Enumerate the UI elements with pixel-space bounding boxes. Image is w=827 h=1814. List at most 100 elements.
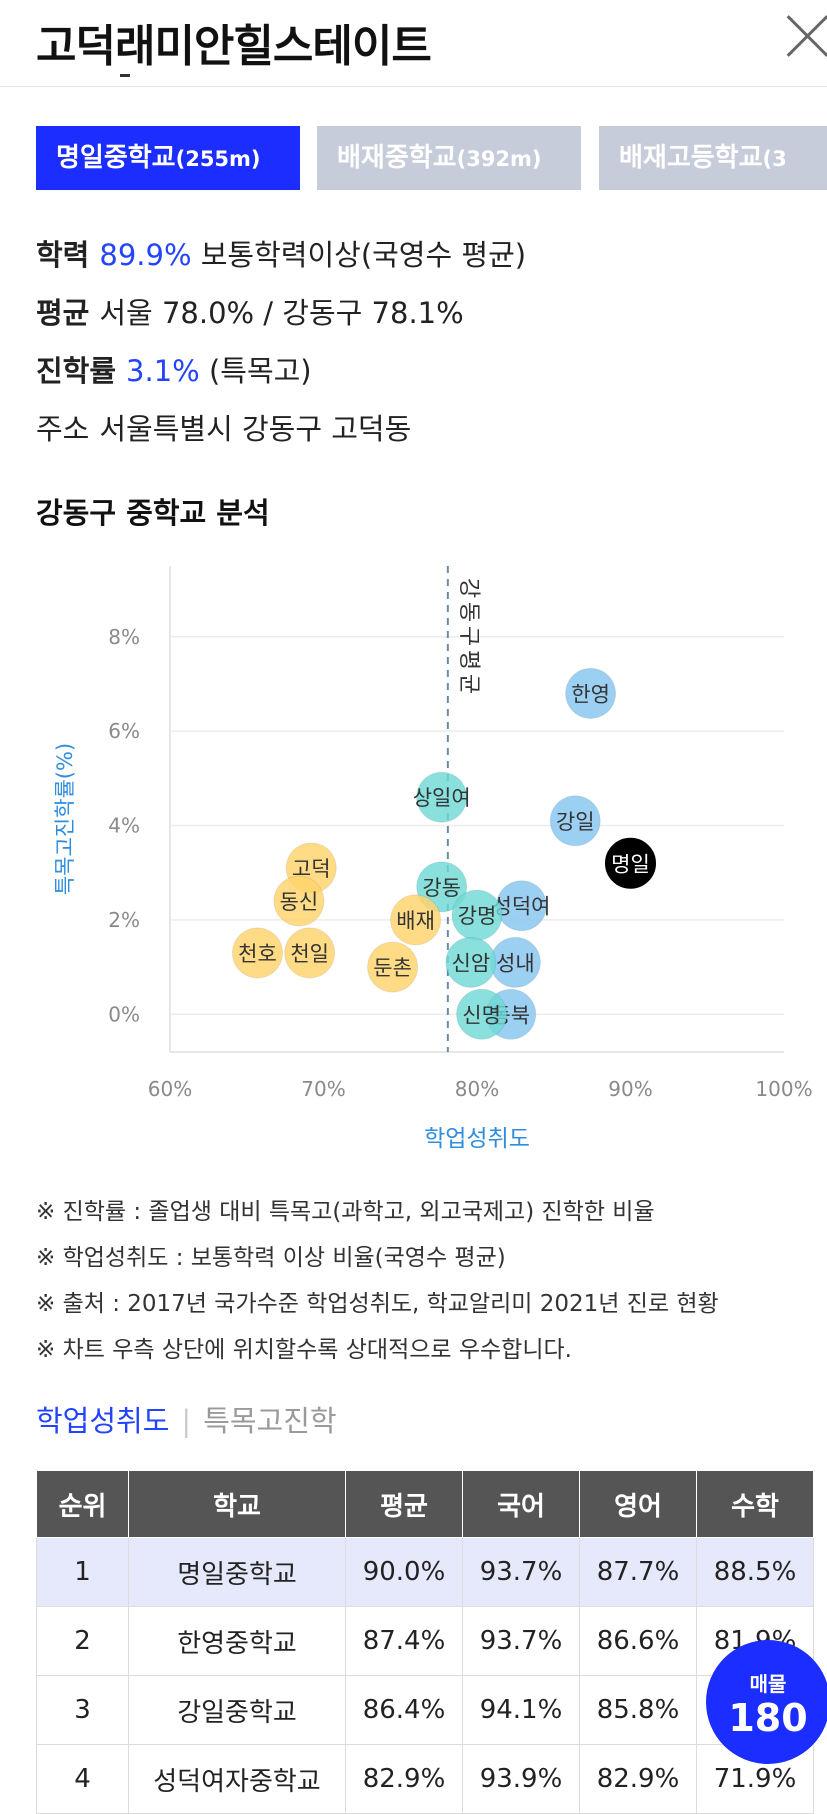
- x-tick-label: 100%: [755, 1077, 812, 1101]
- ranking-tabs: 학업성취도 | 특목고진학: [36, 1398, 337, 1440]
- divider: [120, 74, 130, 77]
- col-header-rank: 순위: [36, 1470, 129, 1538]
- note-achievement: ※ 학업성취도 : 보통학력 이상 비율(국영수 평균): [36, 1245, 506, 1271]
- fab-label: 매물: [749, 1672, 787, 1696]
- x-tick-label: 90%: [608, 1077, 652, 1101]
- data-point-label: 신명: [462, 1003, 501, 1027]
- data-point-label: 배재: [396, 909, 435, 933]
- cell-english: 85.8%: [579, 1675, 697, 1745]
- cell-average: 86.4%: [345, 1675, 463, 1745]
- data-point: [367, 941, 419, 993]
- ranking-table: 순위 학교 평균 국어 영어 수학 1 명일중학교 90.0% 93.7% 87…: [36, 1470, 814, 1814]
- tab-school-name: 명일중학교: [56, 143, 176, 173]
- cell-korean: 93.7%: [462, 1537, 580, 1607]
- y-tick-label: 6%: [108, 719, 140, 743]
- table-row[interactable]: 2 한영중학교 87.4% 93.7% 86.6% 81.9%: [36, 1606, 814, 1676]
- academic-suffix: 보통학력이상(국영수 평균): [200, 238, 527, 272]
- col-header-school: 학교: [128, 1470, 346, 1538]
- data-point: [605, 837, 656, 889]
- tab-separator: |: [181, 1404, 192, 1438]
- close-icon[interactable]: [786, 14, 827, 58]
- tab-school-2[interactable]: 배재중학교(392m): [317, 126, 581, 190]
- info-academic: 학력 89.9% 보통학력이상(국영수 평균): [36, 232, 526, 274]
- y-axis-label: 특목고진학률(%): [53, 743, 77, 895]
- tab-school-name: 배재고등학교: [619, 143, 763, 173]
- y-tick-label: 4%: [108, 814, 140, 838]
- cell-math: 88.5%: [696, 1537, 814, 1607]
- info-label: 학력: [36, 238, 90, 272]
- note-interpretation: ※ 차트 우측 상단에 위치할수록 상대적으로 우수합니다.: [36, 1337, 572, 1363]
- data-point-label: 명일: [611, 852, 650, 876]
- data-point: [231, 927, 283, 979]
- tab-school-distance: (3: [762, 147, 787, 171]
- cell-rank: 2: [36, 1606, 129, 1676]
- reference-line-label: 구: [456, 626, 481, 646]
- data-point-label: 상일여: [413, 786, 471, 810]
- cell-school: 성덕여자중학교: [128, 1744, 346, 1814]
- reference-line-label: 동: [456, 602, 481, 622]
- y-tick-label: 2%: [108, 908, 140, 932]
- data-point: [565, 667, 617, 719]
- info-label: 평균: [36, 296, 90, 330]
- note-source: ※ 출처 : 2017년 국가수준 학업성취도, 학교알리미 2021년 진로 …: [36, 1291, 719, 1317]
- data-point-label: 성덕여: [493, 895, 551, 919]
- data-point-label: 동신: [280, 890, 319, 914]
- fab-count: 180: [728, 1696, 808, 1740]
- info-average: 평균 서울 78.0% / 강동구 78.1%: [36, 290, 464, 332]
- data-point-label: 신암: [452, 951, 491, 975]
- x-tick-label: 70%: [301, 1077, 345, 1101]
- data-point: [445, 936, 497, 988]
- cell-average: 87.4%: [345, 1606, 463, 1676]
- cell-school: 한영중학교: [128, 1606, 346, 1676]
- tab-special-school[interactable]: 특목고진학: [203, 1404, 337, 1438]
- cell-english: 82.9%: [579, 1744, 697, 1814]
- cell-korean: 93.9%: [462, 1744, 580, 1814]
- school-tabs: 명일중학교(255m) 배재중학교(392m) 배재고등학교(3: [36, 126, 827, 190]
- data-point-label: 성내: [496, 951, 535, 975]
- tab-school-distance: (392m): [456, 147, 542, 171]
- cell-average: 82.9%: [345, 1744, 463, 1814]
- data-point: [390, 894, 442, 946]
- cell-english: 87.7%: [579, 1537, 697, 1607]
- advancement-suffix: (특목고): [208, 354, 312, 388]
- average-text: 서울 78.0% / 강동구 78.1%: [99, 296, 464, 330]
- info-label: 주소: [36, 412, 90, 446]
- data-point-label: 강동: [422, 876, 461, 900]
- data-point-label: 천호: [238, 942, 277, 966]
- table-row[interactable]: 4 성덕여자중학교 82.9% 93.9% 82.9% 71.9%: [36, 1744, 814, 1814]
- address-text: 서울특별시 강동구 고덕동: [99, 412, 412, 446]
- info-advancement: 진학률 3.1% (특목고): [36, 348, 312, 390]
- tab-school-1[interactable]: 명일중학교(255m): [36, 126, 300, 190]
- table-header-row: 순위 학교 평균 국어 영어 수학: [36, 1470, 814, 1538]
- data-point: [549, 795, 601, 847]
- cell-school: 강일중학교: [128, 1675, 346, 1745]
- tab-school-3[interactable]: 배재고등학교(3: [599, 126, 827, 190]
- page-title: 고덕래미안힐스테이트: [36, 21, 432, 72]
- cell-korean: 94.1%: [462, 1675, 580, 1745]
- header: 고덕래미안힐스테이트: [0, 0, 827, 87]
- table-row[interactable]: 1 명일중학교 90.0% 93.7% 87.7% 88.5%: [36, 1537, 814, 1607]
- data-point: [456, 988, 508, 1040]
- x-axis-label: 학업성취도: [424, 1126, 530, 1152]
- academic-value: 89.9%: [99, 238, 192, 272]
- tab-school-distance: (255m): [175, 147, 261, 171]
- cell-rank: 4: [36, 1744, 129, 1814]
- listings-fab-button[interactable]: 매물 180: [706, 1640, 827, 1764]
- reference-line-label: 균: [456, 674, 481, 694]
- tab-achievement[interactable]: 학업성취도: [36, 1404, 170, 1438]
- analysis-title: 강동구 중학교 분석: [36, 496, 270, 530]
- cell-english: 86.6%: [579, 1606, 697, 1676]
- reference-line-label: 강: [456, 578, 481, 598]
- reference-line-label: 평: [456, 650, 481, 670]
- x-tick-label: 60%: [148, 1077, 192, 1101]
- col-header-english: 영어: [579, 1470, 697, 1538]
- scatter-chart: 8%6%4%2%0%60% 70% 80% 90% 100%강동구평균학업성취도특목고진…: [53, 566, 813, 1152]
- data-point: [416, 771, 468, 823]
- data-point: [273, 875, 325, 927]
- x-tick-label: 80%: [455, 1077, 499, 1101]
- table-row[interactable]: 3 강일중학교 86.4% 94.1% 85.8%: [36, 1675, 814, 1745]
- data-point: [284, 927, 336, 979]
- tab-school-name: 배재중학교: [337, 143, 457, 173]
- y-tick-label: 8%: [108, 625, 140, 649]
- col-header-average: 평균: [345, 1470, 463, 1538]
